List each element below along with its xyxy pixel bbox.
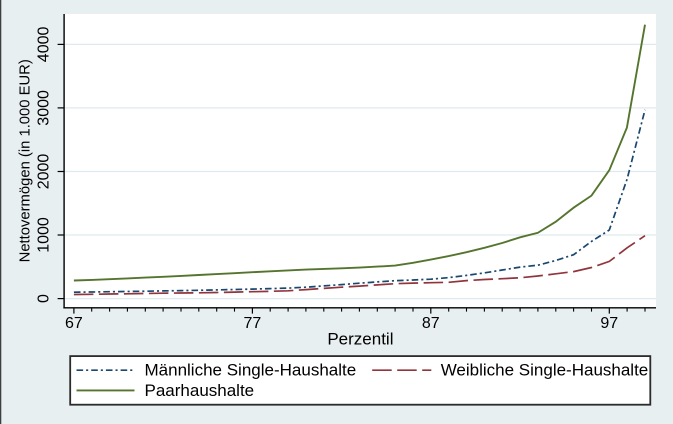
svg-text:77: 77 (244, 315, 262, 332)
svg-text:0: 0 (36, 294, 53, 303)
svg-text:3000: 3000 (36, 90, 53, 126)
svg-text:Perzentil: Perzentil (327, 329, 393, 348)
svg-text:Nettovermögen (in 1.000 EUR): Nettovermögen (in 1.000 EUR) (18, 59, 34, 262)
svg-text:Männliche Single-Haushalte: Männliche Single-Haushalte (145, 360, 357, 379)
svg-text:Weibliche Single-Haushalte: Weibliche Single-Haushalte (441, 360, 649, 379)
svg-text:4000: 4000 (36, 27, 53, 63)
svg-text:87: 87 (422, 315, 440, 332)
svg-text:67: 67 (65, 315, 83, 332)
svg-text:2000: 2000 (36, 154, 53, 190)
svg-text:Paarhaushalte: Paarhaushalte (145, 381, 255, 400)
svg-text:1000: 1000 (36, 217, 53, 253)
svg-text:97: 97 (600, 315, 618, 332)
